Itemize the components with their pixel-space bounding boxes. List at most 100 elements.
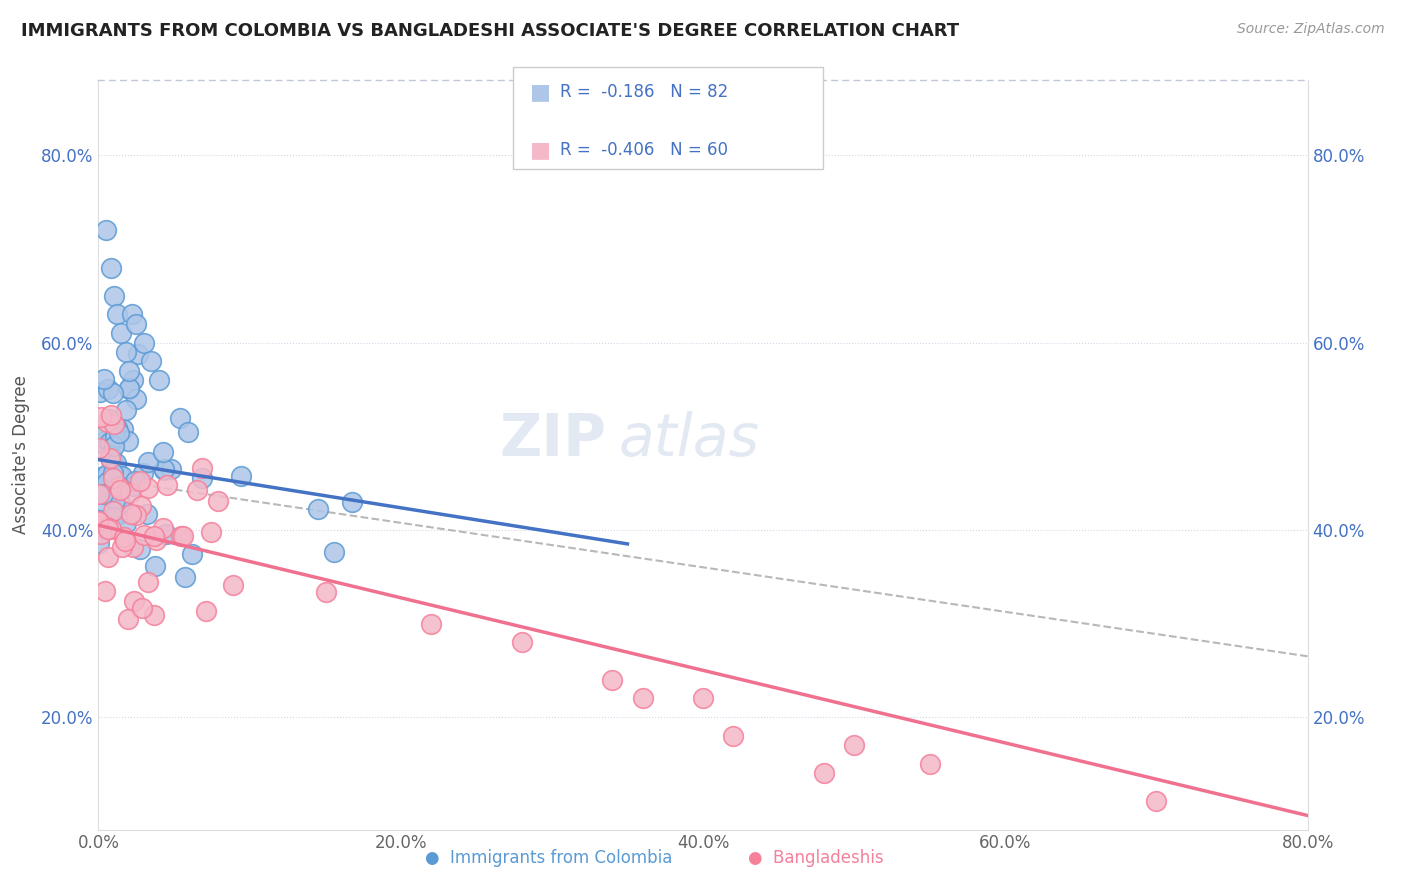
Point <box>100 522 122 536</box>
Point <box>180 547 202 561</box>
Text: R =  -0.186   N = 82: R = -0.186 N = 82 <box>560 83 728 101</box>
Point <box>138 481 160 495</box>
Point <box>103 466 125 480</box>
Point <box>128 474 150 488</box>
Point <box>105 456 128 470</box>
Point <box>90 526 112 541</box>
Point <box>112 422 135 436</box>
Point <box>110 468 132 483</box>
Point <box>110 326 132 341</box>
Point <box>97 382 120 396</box>
Point <box>122 479 145 493</box>
Point <box>105 307 128 321</box>
Point <box>90 470 112 484</box>
Point <box>105 421 128 435</box>
Text: ●  Bangladeshis: ● Bangladeshis <box>748 849 883 867</box>
Point <box>108 496 131 510</box>
Point <box>91 487 114 501</box>
Point <box>229 468 252 483</box>
Point <box>89 519 111 533</box>
Point <box>97 549 120 564</box>
Point <box>121 540 143 554</box>
Point <box>101 504 124 518</box>
Point <box>152 462 174 476</box>
Point <box>132 466 155 480</box>
Point <box>117 434 139 449</box>
Point <box>104 418 127 433</box>
Point <box>107 480 129 494</box>
Point <box>602 673 624 687</box>
Point <box>100 453 122 467</box>
Point <box>148 373 170 387</box>
Point <box>94 433 117 447</box>
Text: R =  -0.406   N = 60: R = -0.406 N = 60 <box>560 141 727 159</box>
Point <box>100 408 122 422</box>
Point <box>918 756 941 771</box>
Text: ●  Immigrants from Colombia: ● Immigrants from Colombia <box>425 849 672 867</box>
Point <box>94 223 117 237</box>
Point <box>114 403 136 417</box>
Point <box>104 493 127 508</box>
Point <box>94 522 117 536</box>
Text: ■: ■ <box>530 140 551 160</box>
Point <box>136 574 159 589</box>
Point <box>94 584 117 599</box>
Point <box>631 691 654 706</box>
Point <box>97 522 120 536</box>
Point <box>114 344 136 359</box>
Point <box>221 578 243 592</box>
Text: ZIP: ZIP <box>499 411 606 468</box>
Point <box>420 616 443 631</box>
Point <box>122 373 145 387</box>
Point <box>132 528 155 542</box>
Text: Source: ZipAtlas.com: Source: ZipAtlas.com <box>1237 22 1385 37</box>
Point <box>125 508 148 522</box>
Point <box>121 507 143 521</box>
Point <box>87 536 110 550</box>
Point <box>125 392 148 406</box>
Point <box>174 570 197 584</box>
Point <box>510 635 533 649</box>
Point <box>121 307 143 321</box>
Point <box>91 480 114 494</box>
Point <box>101 385 124 400</box>
Point <box>315 585 337 599</box>
Point <box>107 467 129 481</box>
Point <box>105 508 128 523</box>
Point <box>94 437 117 451</box>
Point <box>155 527 177 541</box>
Point <box>141 354 163 368</box>
Point <box>101 471 124 485</box>
Point <box>87 514 110 528</box>
Point <box>127 347 149 361</box>
Point <box>87 515 110 529</box>
Point <box>844 739 866 753</box>
Point <box>100 484 122 499</box>
Point <box>101 510 124 524</box>
Point <box>103 289 125 303</box>
Point <box>104 430 127 444</box>
Point <box>87 487 110 501</box>
Point <box>145 533 167 548</box>
Point <box>89 385 111 400</box>
Point <box>307 502 329 516</box>
Point <box>96 416 118 430</box>
Point <box>118 485 141 500</box>
Point <box>129 500 152 514</box>
Point <box>107 479 129 493</box>
Y-axis label: Associate's Degree: Associate's Degree <box>11 376 30 534</box>
Point <box>124 474 146 488</box>
Point <box>118 364 141 378</box>
Point <box>122 594 145 608</box>
Point <box>93 426 115 441</box>
Point <box>191 461 214 475</box>
Point <box>112 529 135 543</box>
Point <box>105 508 128 522</box>
Point <box>169 410 191 425</box>
Point <box>172 529 194 543</box>
Point <box>152 521 174 535</box>
Text: IMMIGRANTS FROM COLOMBIA VS BANGLADESHI ASSOCIATE'S DEGREE CORRELATION CHART: IMMIGRANTS FROM COLOMBIA VS BANGLADESHI … <box>21 22 959 40</box>
Text: ■: ■ <box>530 82 551 102</box>
Point <box>107 426 129 441</box>
Point <box>340 495 363 509</box>
